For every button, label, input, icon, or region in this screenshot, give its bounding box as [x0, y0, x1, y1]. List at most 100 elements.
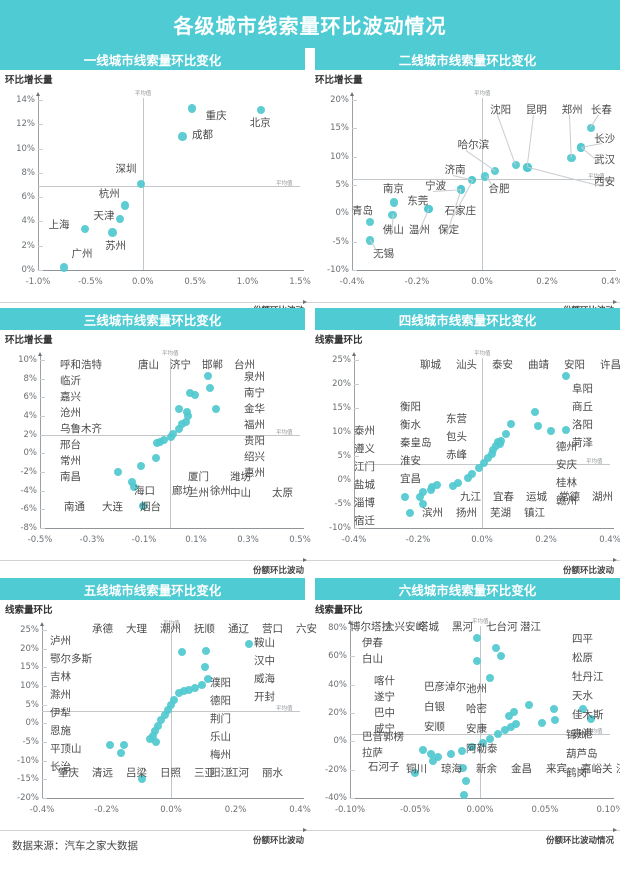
point-label: 南京 [382, 182, 404, 195]
group-label-left: 衡阳 [400, 401, 421, 413]
data-point [523, 163, 532, 172]
page-title: 各级城市线索量环比波动情况 [173, 13, 447, 38]
y-tick-mark [40, 528, 45, 529]
data-point [184, 412, 193, 420]
y-tick-label: 20% [328, 708, 347, 718]
y-axis-line [38, 96, 39, 270]
panel-baseline [0, 302, 310, 303]
group-label-bottom: 扬州 [456, 507, 477, 519]
group-label-bottom: 潍坊 [230, 471, 251, 483]
y-axis-line [40, 356, 41, 528]
data-point [136, 179, 145, 188]
y-tick-mark [42, 686, 47, 687]
group-label-bottom: 海口 [134, 485, 155, 497]
data-point [449, 481, 458, 490]
y-tick-mark [38, 197, 43, 199]
data-point [447, 750, 456, 759]
data-point [175, 425, 184, 434]
x-tick-label: -0.3% [79, 535, 105, 545]
group-label-right: 荆门 [210, 713, 231, 725]
point-label: 石家庄 [444, 205, 477, 218]
y-tick-mark [42, 779, 47, 781]
panel-baseline [310, 302, 620, 303]
data-point [586, 123, 596, 132]
group-label-bottom: 大连 [102, 501, 123, 513]
chart-panel-tier5: 五线城市线索量环比变化 线索量环比 份额环比波动 -20% -15% -10% -5% 0% 5… [0, 578, 317, 848]
group-label-bottom: 太原 [272, 487, 293, 499]
chart-title-tier5: 五线城市线索量环比变化 [0, 578, 305, 600]
data-point [150, 726, 159, 735]
point-label: 哈尔滨 [457, 139, 490, 152]
point-label: 杭州 [98, 187, 120, 200]
y-tick-label: 0% [335, 208, 350, 219]
y-tick-label: 10% [16, 143, 35, 154]
data-point [203, 371, 212, 380]
data-point [178, 647, 187, 656]
point-label: 西安 [594, 175, 616, 188]
leader-line [568, 115, 572, 158]
point-label: 成都 [192, 129, 214, 142]
mean-label-vertical: 平均值 [162, 351, 179, 357]
data-point [167, 433, 176, 442]
chart-title-tier6: 六线城市线索量环比变化 [315, 578, 620, 600]
x-tick-label: 0.4% [601, 277, 620, 287]
panel-baseline [310, 830, 620, 831]
group-label-top: 博尔塔拉 [350, 621, 392, 633]
y-tick-label: 20% [330, 95, 349, 105]
group-label-bottom: 嘉峪关 [581, 763, 613, 775]
data-point [137, 775, 146, 784]
group-label-left: 巴中 [374, 707, 395, 719]
y-tick-mark [350, 656, 355, 658]
group-label-mid: 哈密 [466, 703, 487, 715]
y-tick-label: -15% [17, 774, 39, 785]
group-label-bottom: 琼海 [441, 763, 462, 775]
y-tick-label: 8% [23, 373, 38, 384]
group-label-mid: 安康 [466, 723, 487, 735]
group-label-left: 衡水 [400, 419, 421, 431]
data-point [461, 777, 470, 785]
data-point [211, 404, 220, 413]
mean-label-vertical: 平均值 [134, 91, 152, 97]
data-point [426, 750, 435, 759]
group-label-bottom: 肇庆 [58, 767, 79, 779]
data-point [484, 453, 493, 462]
mean-label-vertical: 平均值 [474, 351, 491, 357]
x-tick-label: -0.2% [404, 277, 430, 287]
mean-label-horizontal: 平均值 [586, 459, 603, 466]
leader-line [526, 115, 534, 168]
y-tick-mark [40, 509, 45, 511]
y-axis-line [350, 624, 351, 798]
group-label-right: 阜阳 [572, 383, 593, 395]
x-axis-line [42, 798, 304, 799]
group-label-top: 大兴安岭 [384, 621, 426, 633]
y-tick-mark [354, 504, 359, 505]
y-tick-mark [42, 798, 47, 799]
y-axis-label-tier3: 环比增长量 [5, 335, 53, 346]
panel-baseline [0, 830, 310, 831]
group-label-bottom: 兰州 [188, 487, 209, 499]
point-label: 深圳 [115, 163, 137, 176]
y-tick-mark [42, 648, 47, 650]
group-label-right: 绍兴 [244, 451, 265, 463]
data-point [456, 185, 466, 194]
x-axis-line [352, 270, 616, 271]
data-point [200, 663, 209, 672]
group-label-right: 濮阳 [210, 677, 231, 689]
y-tick-label: 6% [23, 392, 38, 403]
group-label-top: 唐山 [138, 359, 159, 371]
group-label-top: 曲靖 [528, 359, 549, 371]
group-label-top: 营口 [262, 623, 283, 635]
group-label-bottom: 廊坊 [172, 485, 193, 497]
x-tick-label: -0.05% [399, 805, 431, 815]
group-label-bottom: 新余 [476, 763, 497, 775]
data-point [479, 458, 488, 467]
y-tick-mark [354, 432, 359, 433]
x-tick-label: -0.5% [27, 535, 53, 545]
y-tick-mark [352, 100, 357, 101]
point-label: 北京 [249, 117, 271, 130]
data-point [153, 439, 161, 448]
data-point [496, 652, 505, 661]
group-label-top: 邯郸 [202, 359, 223, 371]
group-label-bottom: 常德 [559, 491, 580, 503]
x-tick-label: 1.0% [236, 277, 259, 287]
